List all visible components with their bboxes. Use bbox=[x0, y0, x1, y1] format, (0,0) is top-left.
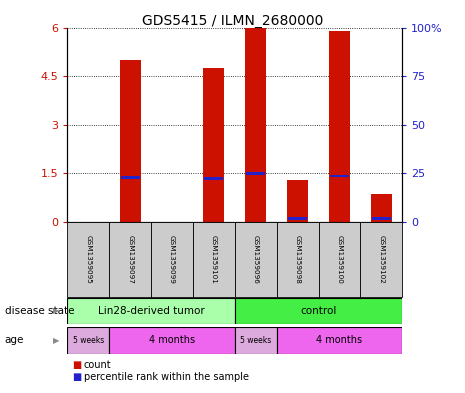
Bar bbox=[329, 31, 350, 222]
Bar bbox=[120, 60, 140, 222]
Bar bbox=[330, 174, 349, 178]
Bar bbox=[246, 172, 265, 175]
Text: GDS5415 / ILMN_2680000: GDS5415 / ILMN_2680000 bbox=[142, 14, 323, 28]
Text: GSM1359101: GSM1359101 bbox=[211, 235, 217, 284]
Text: GSM1359098: GSM1359098 bbox=[295, 235, 300, 284]
Bar bbox=[360, 222, 402, 297]
Bar bbox=[121, 176, 140, 179]
Text: control: control bbox=[300, 306, 337, 316]
Bar bbox=[277, 327, 402, 354]
Text: 5 weeks: 5 weeks bbox=[73, 336, 104, 345]
Bar bbox=[371, 195, 392, 222]
Text: ■: ■ bbox=[72, 360, 81, 370]
Text: count: count bbox=[84, 360, 111, 370]
Bar bbox=[67, 222, 109, 297]
Text: ▶: ▶ bbox=[53, 336, 59, 345]
Bar bbox=[287, 180, 308, 222]
Bar bbox=[235, 298, 402, 324]
Bar bbox=[67, 298, 235, 324]
Text: 5 weeks: 5 weeks bbox=[240, 336, 272, 345]
Bar bbox=[288, 217, 307, 220]
Bar bbox=[151, 222, 193, 297]
Text: ■: ■ bbox=[72, 372, 81, 382]
Text: GSM1359096: GSM1359096 bbox=[253, 235, 259, 284]
Bar bbox=[109, 327, 235, 354]
Bar bbox=[205, 177, 223, 180]
Text: 4 months: 4 months bbox=[316, 335, 363, 345]
Text: disease state: disease state bbox=[5, 306, 74, 316]
Text: age: age bbox=[5, 335, 24, 345]
Text: percentile rank within the sample: percentile rank within the sample bbox=[84, 372, 249, 382]
Bar bbox=[372, 217, 391, 220]
Bar bbox=[67, 327, 109, 354]
Text: 4 months: 4 months bbox=[149, 335, 195, 345]
Text: GSM1359100: GSM1359100 bbox=[337, 235, 342, 284]
Bar bbox=[277, 222, 319, 297]
Bar bbox=[245, 28, 266, 222]
Text: ▶: ▶ bbox=[53, 307, 59, 315]
Bar bbox=[235, 222, 277, 297]
Bar bbox=[109, 222, 151, 297]
Bar bbox=[235, 327, 277, 354]
Text: GSM1359102: GSM1359102 bbox=[379, 235, 384, 284]
Text: GSM1359097: GSM1359097 bbox=[127, 235, 133, 284]
Text: GSM1359099: GSM1359099 bbox=[169, 235, 175, 284]
Bar bbox=[193, 222, 235, 297]
Bar bbox=[203, 68, 224, 222]
Text: GSM1359095: GSM1359095 bbox=[86, 235, 91, 284]
Text: Lin28-derived tumor: Lin28-derived tumor bbox=[98, 306, 205, 316]
Bar bbox=[319, 222, 360, 297]
